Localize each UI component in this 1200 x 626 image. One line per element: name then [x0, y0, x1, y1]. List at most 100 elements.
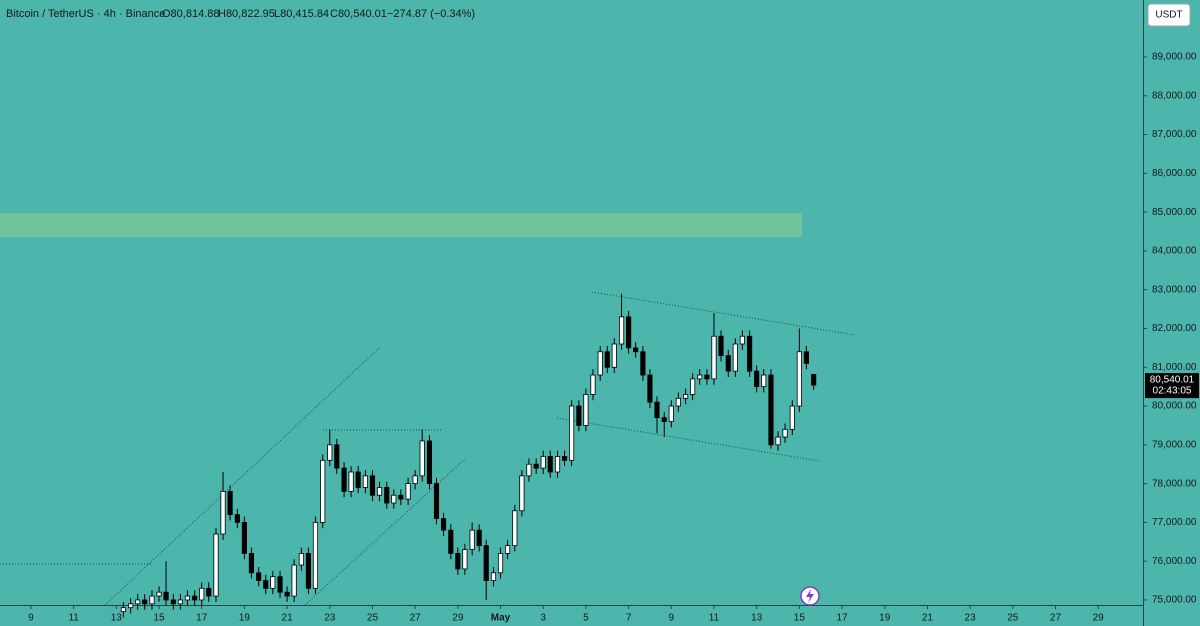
y-tick-label: 88,000.00 [1152, 90, 1197, 101]
candle-body [320, 459, 326, 523]
candle-body [683, 394, 689, 399]
candle-body [398, 494, 404, 500]
y-tick-label: 81,000.00 [1152, 362, 1197, 373]
x-tick-label: 27 [1050, 613, 1062, 624]
y-tick-label: 79,000.00 [1152, 439, 1197, 450]
x-tick-label: 5 [583, 613, 589, 624]
ohlc-high: H80,822.95 [218, 8, 275, 20]
candle-body [327, 444, 333, 461]
change: −274.87 (−0.34%) [387, 8, 475, 20]
candle-body [348, 471, 354, 492]
candle-body [512, 510, 518, 547]
candle-body [384, 487, 390, 504]
candle-body [220, 490, 226, 535]
candle-body [341, 467, 347, 492]
candle-body [647, 374, 653, 403]
candle-body [747, 335, 753, 372]
x-tick-label: 9 [669, 613, 675, 624]
x-tick-label: 27 [410, 613, 422, 624]
candle-body [725, 355, 731, 372]
candle-body [455, 553, 461, 570]
candle-body [697, 374, 703, 380]
candle-body [170, 599, 176, 605]
candle-body [526, 463, 532, 477]
x-tick-label: 25 [367, 613, 379, 624]
candle-body [590, 374, 596, 395]
candle-body [227, 490, 233, 516]
x-tick-label: 21 [922, 613, 934, 624]
candle-body [490, 572, 497, 581]
currency-label[interactable]: USDT [1155, 10, 1182, 21]
y-tick-label: 77,000.00 [1152, 517, 1197, 528]
candle-body [554, 456, 561, 473]
candle-body [241, 521, 247, 554]
candle-body [305, 553, 312, 589]
candle-body [426, 440, 433, 485]
candle-body [369, 475, 376, 496]
candle-body [732, 343, 738, 372]
candle-body [704, 374, 710, 380]
candle-body [263, 580, 269, 589]
y-tick-label: 76,000.00 [1152, 556, 1197, 567]
ohlc-low: L80,415.84 [274, 8, 329, 20]
candle-body [284, 591, 290, 597]
candle-body [362, 475, 368, 488]
x-tick-label: 17 [196, 613, 208, 624]
candle-body [163, 591, 169, 601]
x-tick-label: 9 [28, 613, 34, 624]
candle-body [412, 475, 418, 485]
candle-body [633, 347, 639, 353]
y-tick-label: 85,000.00 [1152, 207, 1197, 218]
candle-body [156, 591, 162, 597]
ohlc-open: O80,814.88 [162, 8, 220, 20]
x-tick-label: 23 [965, 613, 977, 624]
candle-body [270, 576, 276, 589]
currency-button[interactable] [1147, 3, 1191, 27]
y-tick-label: 83,000.00 [1152, 284, 1197, 295]
candle-body [476, 529, 482, 547]
candle-body [504, 545, 511, 554]
candle-body [711, 335, 717, 380]
y-tick-label: 82,000.00 [1152, 323, 1197, 334]
lightning-icon[interactable] [800, 586, 820, 606]
ohlc-close: C80,540.01 [330, 8, 387, 20]
countdown: 02:43:05 [1153, 386, 1192, 397]
candle-body [334, 444, 340, 469]
y-tick-label: 89,000.00 [1152, 52, 1197, 63]
x-tick-label: 15 [153, 613, 165, 624]
candle-body [611, 343, 617, 368]
candle-body [277, 576, 283, 593]
x-tick-label: May [491, 613, 511, 624]
candle-body [739, 335, 745, 345]
y-tick-label: 75,000.00 [1152, 595, 1197, 606]
candle-body [775, 436, 781, 446]
x-tick-label: 11 [709, 613, 720, 624]
candle-body [298, 553, 304, 566]
candle-body [135, 599, 141, 605]
candle-body [569, 405, 575, 461]
candle-body [199, 587, 205, 601]
candle-body [675, 397, 681, 407]
candle-body [149, 595, 155, 605]
candle-body [206, 587, 212, 597]
y-tick-label: 78,000.00 [1152, 478, 1197, 489]
candle-body [789, 405, 795, 430]
candle-body [192, 595, 198, 601]
candle-body [754, 370, 760, 388]
x-tick-label: 23 [324, 613, 336, 624]
x-tick-label: 15 [794, 613, 806, 624]
candle-body [618, 316, 625, 345]
candle-body [256, 572, 262, 581]
channel-top [591, 291, 856, 336]
candle-body [497, 553, 504, 574]
candle-body [440, 518, 447, 531]
candle-body [120, 607, 126, 612]
candle-body [768, 374, 774, 446]
candle-body [213, 533, 219, 597]
candle-body [583, 394, 589, 426]
candle-body [234, 514, 240, 523]
candle-body [469, 529, 475, 550]
price-label: 80,540.01 [1150, 375, 1195, 386]
candle-body [626, 316, 632, 349]
